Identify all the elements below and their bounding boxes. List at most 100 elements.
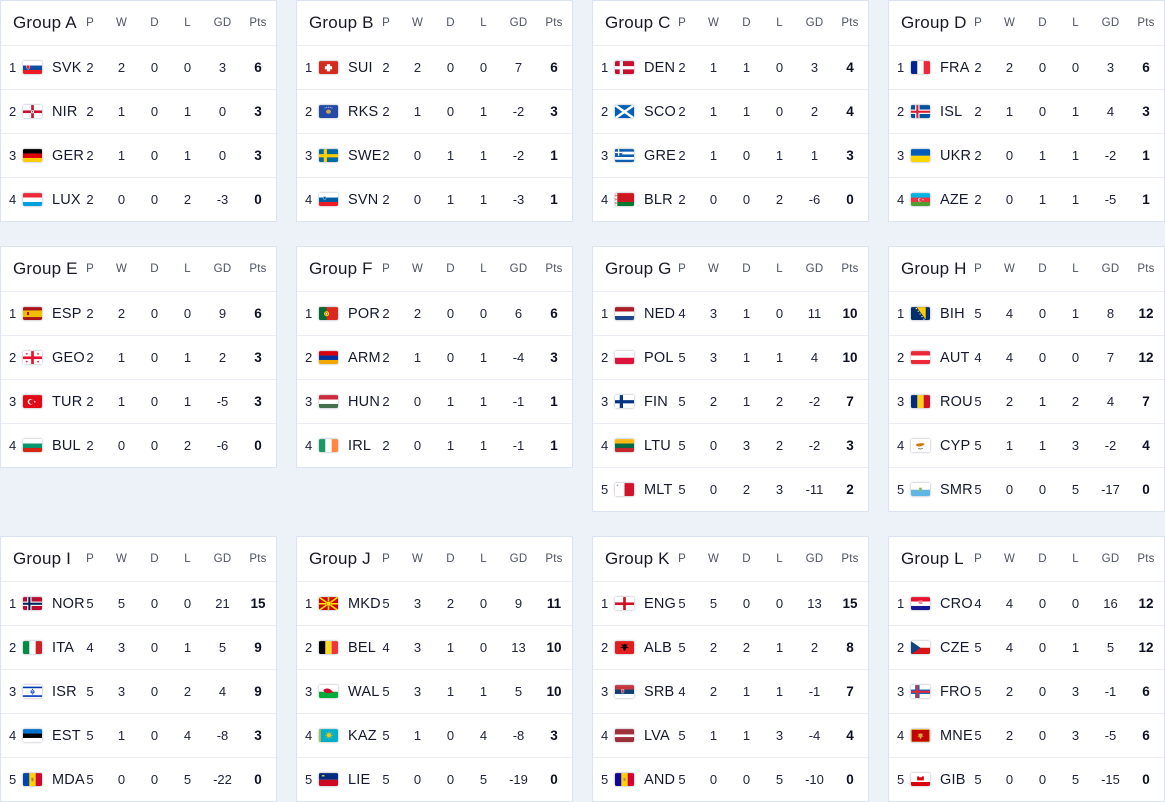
team-row[interactable]: 5 AND 5 0 0 5 -10 0 — [593, 757, 868, 801]
team-row[interactable]: 4 AZE 2 0 1 1 -5 1 — [889, 177, 1164, 221]
team-row[interactable]: 1 FRA 2 2 0 0 3 6 — [889, 45, 1164, 89]
team-row[interactable]: 2 ITA 4 3 0 1 5 9 — [1, 625, 276, 669]
team-row[interactable]: 2 GEO 2 1 0 1 2 3 — [1, 335, 276, 379]
team-row[interactable]: 5 MDA 5 0 0 5 -22 0 — [1, 757, 276, 801]
team-gd: 9 — [218, 306, 227, 321]
team-row[interactable]: 5 MLT 5 0 2 3 -11 2 — [593, 467, 868, 511]
col-header-pts: Pts — [545, 553, 563, 565]
flag-icon-aze — [911, 192, 930, 207]
team-d: 1 — [446, 684, 455, 699]
col-header-w: W — [411, 553, 424, 565]
col-header-gd: GD — [805, 17, 824, 29]
team-row[interactable]: 1 MKD 5 3 2 0 9 11 — [297, 581, 572, 625]
flag-icon-fin — [615, 394, 634, 409]
team-d: 1 — [742, 60, 751, 75]
group-title: Group F — [309, 259, 373, 278]
team-row[interactable]: 2 ISL 2 1 0 1 4 3 — [889, 89, 1164, 133]
team-row[interactable]: 3 SWE 2 0 1 1 -2 1 — [297, 133, 572, 177]
team-row[interactable]: 3 HUN 2 0 1 1 -1 1 — [297, 379, 572, 423]
team-rank: 1 — [305, 596, 313, 611]
team-row[interactable]: 4 CYP 5 1 1 3 -2 4 — [889, 423, 1164, 467]
team-pts: 1 — [550, 438, 558, 453]
team-row[interactable]: 3 FIN 5 2 1 2 -2 7 — [593, 379, 868, 423]
team-row[interactable]: 4 LUX 2 0 0 2 -3 0 — [1, 177, 276, 221]
team-gd: -11 — [805, 482, 824, 497]
team-row[interactable]: 5 SMR 5 0 0 5 -17 0 — [889, 467, 1164, 511]
team-rank: 4 — [9, 438, 17, 453]
team-row[interactable]: 3 ISR 5 3 0 2 4 9 — [1, 669, 276, 713]
team-row[interactable]: 1 SVK 2 2 0 0 3 6 — [1, 45, 276, 89]
team-gd: 7 — [514, 60, 523, 75]
team-code: POL — [644, 349, 674, 366]
team-row[interactable]: 2 POL 5 3 1 1 4 10 — [593, 335, 868, 379]
team-d: 0 — [1038, 60, 1047, 75]
team-row[interactable]: 3 UKR 2 0 1 1 -2 1 — [889, 133, 1164, 177]
team-code: SRB — [644, 683, 675, 700]
team-row[interactable]: 3 FRO 5 2 0 3 -1 6 — [889, 669, 1164, 713]
team-row[interactable]: 3 GRE 2 1 0 1 1 3 — [593, 133, 868, 177]
team-row[interactable]: 4 BLR 2 0 0 2 -6 0 — [593, 177, 868, 221]
team-row[interactable]: 5 LIE 5 0 0 5 -19 0 — [297, 757, 572, 801]
col-header-d: D — [1038, 17, 1047, 29]
team-row[interactable]: 4 LVA 5 1 1 3 -4 4 — [593, 713, 868, 757]
team-row[interactable]: 1 ENG 5 5 0 0 13 15 — [593, 581, 868, 625]
group-title: Group I — [13, 549, 72, 568]
team-row[interactable]: 1 BIH 5 4 0 1 8 12 — [889, 291, 1164, 335]
col-header-w: W — [411, 17, 424, 29]
team-row[interactable]: 2 ALB 5 2 2 1 2 8 — [593, 625, 868, 669]
team-gd: -2 — [1104, 438, 1117, 453]
group-header: Group H P W D L GD Pts — [889, 247, 1164, 291]
team-d: 0 — [150, 596, 159, 611]
team-row[interactable]: 3 GER 2 1 0 1 0 3 — [1, 133, 276, 177]
team-p: 4 — [678, 684, 686, 699]
team-row[interactable]: 1 SUI 2 2 0 0 7 6 — [297, 45, 572, 89]
team-row[interactable]: 4 IRL 2 0 1 1 -1 1 — [297, 423, 572, 467]
team-pts: 10 — [546, 640, 562, 655]
team-row[interactable]: 1 NOR 5 5 0 0 21 15 — [1, 581, 276, 625]
team-row[interactable]: 4 EST 5 1 0 4 -8 3 — [1, 713, 276, 757]
team-code: LTU — [644, 437, 671, 454]
team-row[interactable]: 2 AUT 4 4 0 0 7 12 — [889, 335, 1164, 379]
team-row[interactable]: 3 WAL 5 3 1 1 5 10 — [297, 669, 572, 713]
team-row[interactable]: 3 TUR 2 1 0 1 -5 3 — [1, 379, 276, 423]
team-row[interactable]: 1 NED 4 3 1 0 11 10 — [593, 291, 868, 335]
team-row[interactable]: 4 SVN 2 0 1 1 -3 1 — [297, 177, 572, 221]
team-p: 4 — [678, 306, 686, 321]
team-d: 0 — [150, 772, 159, 787]
team-gd: -6 — [808, 192, 821, 207]
team-row[interactable]: 1 ESP 2 2 0 0 9 6 — [1, 291, 276, 335]
team-row[interactable]: 1 DEN 2 1 1 0 3 4 — [593, 45, 868, 89]
team-row[interactable]: 4 BUL 2 0 0 2 -6 0 — [1, 423, 276, 467]
team-row[interactable]: 4 KAZ 5 1 0 4 -8 3 — [297, 713, 572, 757]
col-header-w: W — [1003, 17, 1016, 29]
team-row[interactable]: 3 SRB 4 2 1 1 -1 7 — [593, 669, 868, 713]
team-pts: 0 — [254, 192, 262, 207]
col-header-w: W — [707, 17, 720, 29]
team-rank: 5 — [305, 772, 313, 787]
col-header-l: L — [480, 17, 487, 29]
team-row[interactable]: 2 SCO 2 1 1 0 2 4 — [593, 89, 868, 133]
team-w: 1 — [117, 148, 126, 163]
team-row[interactable]: 3 ROU 5 2 1 2 4 7 — [889, 379, 1164, 423]
team-row[interactable]: 2 CZE 5 4 0 1 5 12 — [889, 625, 1164, 669]
team-row[interactable]: 2 RKS 2 1 0 1 -2 3 — [297, 89, 572, 133]
team-row[interactable]: 1 POR 2 2 0 0 6 6 — [297, 291, 572, 335]
team-code: MDA — [52, 771, 85, 788]
team-row[interactable]: 4 MNE 5 2 0 3 -5 6 — [889, 713, 1164, 757]
col-header-pts: Pts — [249, 263, 267, 275]
team-p: 5 — [382, 772, 390, 787]
team-row[interactable]: 2 BEL 4 3 1 0 13 10 — [297, 625, 572, 669]
team-row[interactable]: 2 ARM 2 1 0 1 -4 3 — [297, 335, 572, 379]
team-gd: 13 — [807, 596, 822, 611]
team-l: 1 — [479, 394, 488, 409]
team-p: 2 — [974, 192, 982, 207]
team-row[interactable]: 4 LTU 5 0 3 2 -2 3 — [593, 423, 868, 467]
team-pts: 15 — [250, 596, 266, 611]
team-row[interactable]: 5 GIB 5 0 0 5 -15 0 — [889, 757, 1164, 801]
team-row[interactable]: 1 CRO 4 4 0 0 16 12 — [889, 581, 1164, 625]
group-title: Group E — [13, 259, 78, 278]
team-w: 5 — [117, 596, 126, 611]
team-w: 1 — [117, 728, 126, 743]
team-row[interactable]: 2 NIR 2 1 0 1 0 3 — [1, 89, 276, 133]
team-code: ISL — [940, 103, 963, 120]
